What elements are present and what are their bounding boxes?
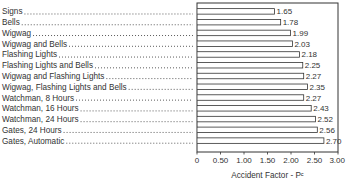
tick-mark: [267, 152, 268, 155]
data-label: 2.27: [306, 72, 322, 81]
bar: [197, 84, 307, 90]
bar: [197, 19, 281, 25]
data-label: 2.27: [306, 94, 322, 103]
tick-mark: [314, 152, 315, 155]
dot-leader: [69, 46, 193, 47]
bar: [197, 138, 324, 144]
chart: Signs 1.65 Bells 1.78 Wigwag 1.99 Wigwag and B…: [0, 0, 346, 183]
category-label: Watchman, 16 Hours: [2, 104, 79, 113]
data-label: 2.43: [313, 104, 329, 113]
bar: [197, 52, 299, 58]
category-label: Watchman, 8 Hours: [2, 94, 74, 103]
category-label: Wigwag and Flashing Lights: [2, 72, 104, 81]
tick-mark: [244, 152, 245, 155]
category-label: Bells: [2, 18, 20, 27]
category-label: Flashing Lights: [2, 50, 57, 59]
tick-label: 3.00: [329, 156, 345, 165]
data-label: 2.25: [305, 61, 321, 70]
dot-leader: [64, 132, 193, 133]
tick-mark: [291, 152, 292, 155]
dot-leader: [66, 143, 193, 144]
bar: [197, 127, 317, 133]
bar: [197, 62, 303, 68]
tick-label: 1.50: [260, 156, 276, 165]
data-label: 2.18: [301, 50, 317, 59]
data-label: 1.78: [283, 18, 299, 27]
bar: [197, 30, 291, 36]
data-label: 2.56: [319, 126, 335, 135]
category-label: Gates, Automatic: [2, 137, 64, 146]
tick-mark: [197, 152, 198, 155]
category-label: Wigwag and Bells: [2, 40, 67, 49]
dot-leader: [106, 78, 193, 79]
data-label: 2.52: [317, 115, 333, 124]
category-label: Gates, 24 Hours: [2, 126, 62, 135]
bar: [197, 116, 315, 122]
bar: [197, 9, 275, 15]
data-label: 2.35: [309, 83, 325, 92]
data-label: 2.03: [294, 40, 310, 49]
bars: [197, 9, 324, 144]
category-label: Wigwag, Flashing Lights and Bells: [2, 83, 127, 92]
dot-leader: [33, 35, 193, 36]
category-label: Flashing Lights and Bells: [2, 61, 93, 70]
tick-label: 0.50: [213, 156, 229, 165]
bar: [197, 106, 311, 112]
dot-leader: [24, 13, 193, 14]
tick-mark: [338, 152, 339, 155]
tick-label: 0: [195, 156, 200, 165]
data-label: 2.70: [326, 137, 342, 146]
dot-leader: [76, 100, 193, 101]
data-label: 1.65: [277, 7, 293, 16]
data-label: 1.99: [293, 29, 309, 38]
category-label: Signs: [2, 7, 22, 16]
category-label: Wigwag: [2, 29, 32, 38]
bar: [197, 73, 304, 79]
bar: [197, 41, 292, 47]
tick-mark: [220, 152, 221, 155]
category-label: Watchman, 24 Hours: [2, 115, 79, 124]
dot-leader: [81, 121, 193, 122]
axis-label: Accident Factor - Pᶜ: [231, 171, 304, 180]
dot-leader: [81, 110, 193, 111]
tick-label: 2.50: [307, 156, 323, 165]
tick-label: 1.00: [236, 156, 252, 165]
dot-leader: [95, 67, 193, 68]
dot-leader: [59, 57, 193, 58]
dot-leader: [22, 24, 193, 25]
bar: [197, 95, 304, 101]
tick-label: 2.00: [283, 156, 299, 165]
plot-frame: [197, 3, 338, 152]
dot-leader: [129, 89, 193, 90]
